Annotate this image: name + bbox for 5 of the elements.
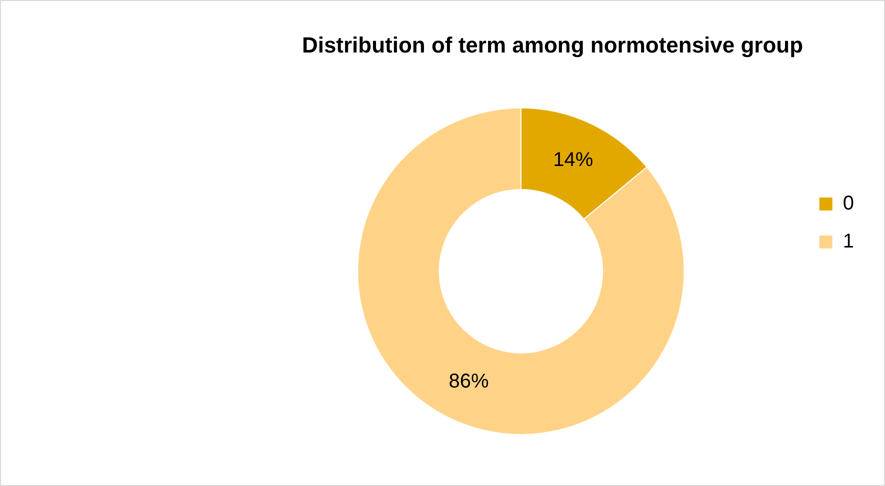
legend-label: 0	[842, 192, 854, 215]
data-label: 14%	[553, 148, 594, 171]
chart-title: Distribution of term among normotensive group	[302, 32, 804, 58]
data-label: 86%	[448, 370, 490, 393]
legend-label: 1	[842, 230, 854, 253]
